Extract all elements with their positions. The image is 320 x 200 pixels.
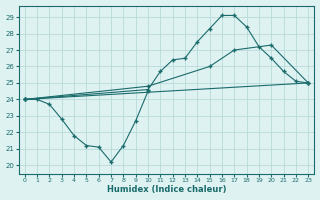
X-axis label: Humidex (Indice chaleur): Humidex (Indice chaleur)	[107, 185, 226, 194]
